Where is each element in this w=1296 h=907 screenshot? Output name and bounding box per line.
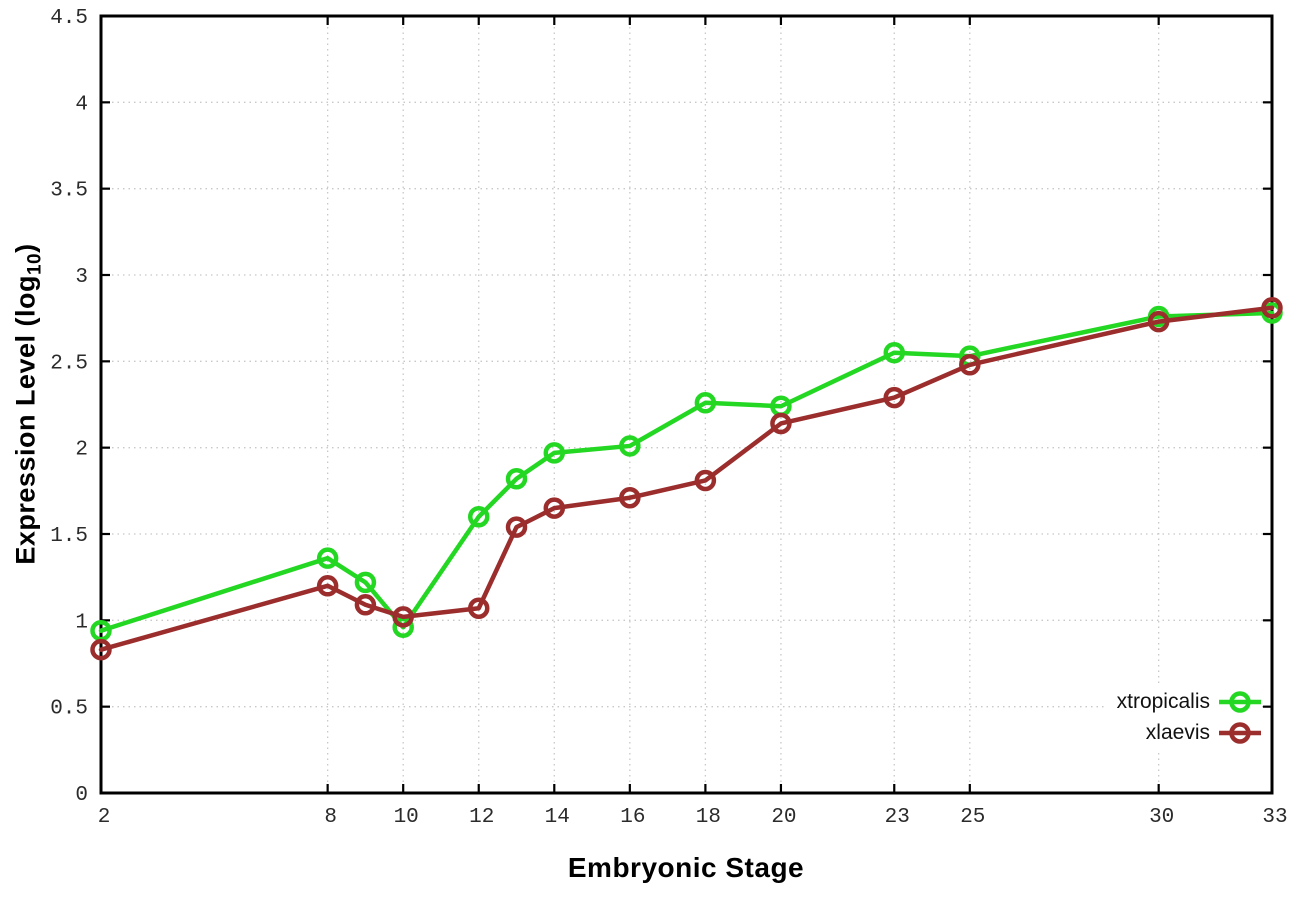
data-point-xtropicalis (467, 505, 490, 528)
y-tick-label: 1.5 (50, 525, 88, 548)
data-point-xlaevis (1147, 310, 1170, 333)
x-tick-label: 12 (469, 806, 494, 829)
y-tick-label: 3.5 (50, 180, 88, 203)
data-point-xlaevis (619, 486, 641, 509)
data-point-xlaevis (392, 606, 414, 628)
y-axis-title-close: ) (10, 243, 41, 253)
data-point-xtropicalis (543, 442, 566, 464)
data-point-xtropicalis (354, 571, 377, 594)
y-tick-label: 2.5 (50, 352, 88, 375)
x-tick-label: 8 (324, 806, 337, 829)
x-tick-label: 14 (545, 806, 570, 829)
plot-border (99, 14, 1274, 795)
data-point-xlaevis (90, 638, 112, 661)
data-point-xlaevis (694, 469, 717, 492)
data-point-xlaevis (543, 497, 566, 519)
legend-entry-xtropicalis: xtropicalis (1117, 687, 1262, 716)
legend-marker-circle-icon (1219, 721, 1261, 744)
y-tick-label: 1 (75, 611, 88, 634)
data-point-xtropicalis (883, 341, 906, 364)
data-point-xlaevis (354, 594, 377, 616)
y-axis-title: Expression Level (log10) (10, 243, 46, 565)
y-tick-label: 0.5 (50, 698, 88, 721)
data-point-xlaevis (316, 575, 339, 597)
x-axis-title: Embryonic Stage (567, 852, 805, 883)
data-point-xlaevis (959, 354, 981, 376)
x-tick-label: 33 (1262, 806, 1287, 829)
data-point-xlaevis (467, 597, 490, 619)
legend-entry-xlaevis: xlaevis (1117, 718, 1262, 747)
y-axis-title-text: Expression Level (log (10, 275, 41, 565)
legend-label-xtropicalis: xtropicalis (1116, 689, 1210, 713)
data-point-xtropicalis (619, 435, 641, 457)
y-tick-label: 3 (75, 266, 88, 289)
series-line-xlaevis (98, 305, 1275, 652)
series-line-xtropicalis (98, 310, 1275, 633)
x-tick-label: 18 (696, 806, 721, 829)
y-tick-label: 2 (75, 439, 88, 462)
x-tick-label: 10 (394, 806, 419, 829)
x-tick-label: 30 (1149, 806, 1174, 829)
data-point-xlaevis (505, 516, 528, 538)
y-tick-label: 4.5 (50, 7, 88, 30)
y-tick-label: 4 (75, 93, 88, 116)
data-point-xtropicalis (694, 392, 717, 414)
data-point-xlaevis (770, 412, 792, 435)
legend: xtropicalis xlaevis (1106, 685, 1262, 749)
x-tick-label: 25 (960, 806, 985, 829)
data-point-xtropicalis (505, 467, 528, 490)
x-tick-label: 2 (98, 806, 111, 829)
y-tick-label: 0 (75, 784, 88, 807)
x-tick-label: 23 (885, 806, 910, 829)
x-tick-label: 20 (771, 806, 796, 829)
x-tick-label: 16 (620, 806, 645, 829)
y-axis-title-subscript: 10 (24, 252, 46, 276)
legend-marker-circle-icon (1219, 690, 1261, 713)
data-point-xlaevis (883, 386, 906, 409)
data-point-xtropicalis (316, 547, 339, 569)
data-point-xlaevis (1261, 297, 1283, 319)
legend-label-xlaevis: xlaevis (1145, 720, 1210, 744)
